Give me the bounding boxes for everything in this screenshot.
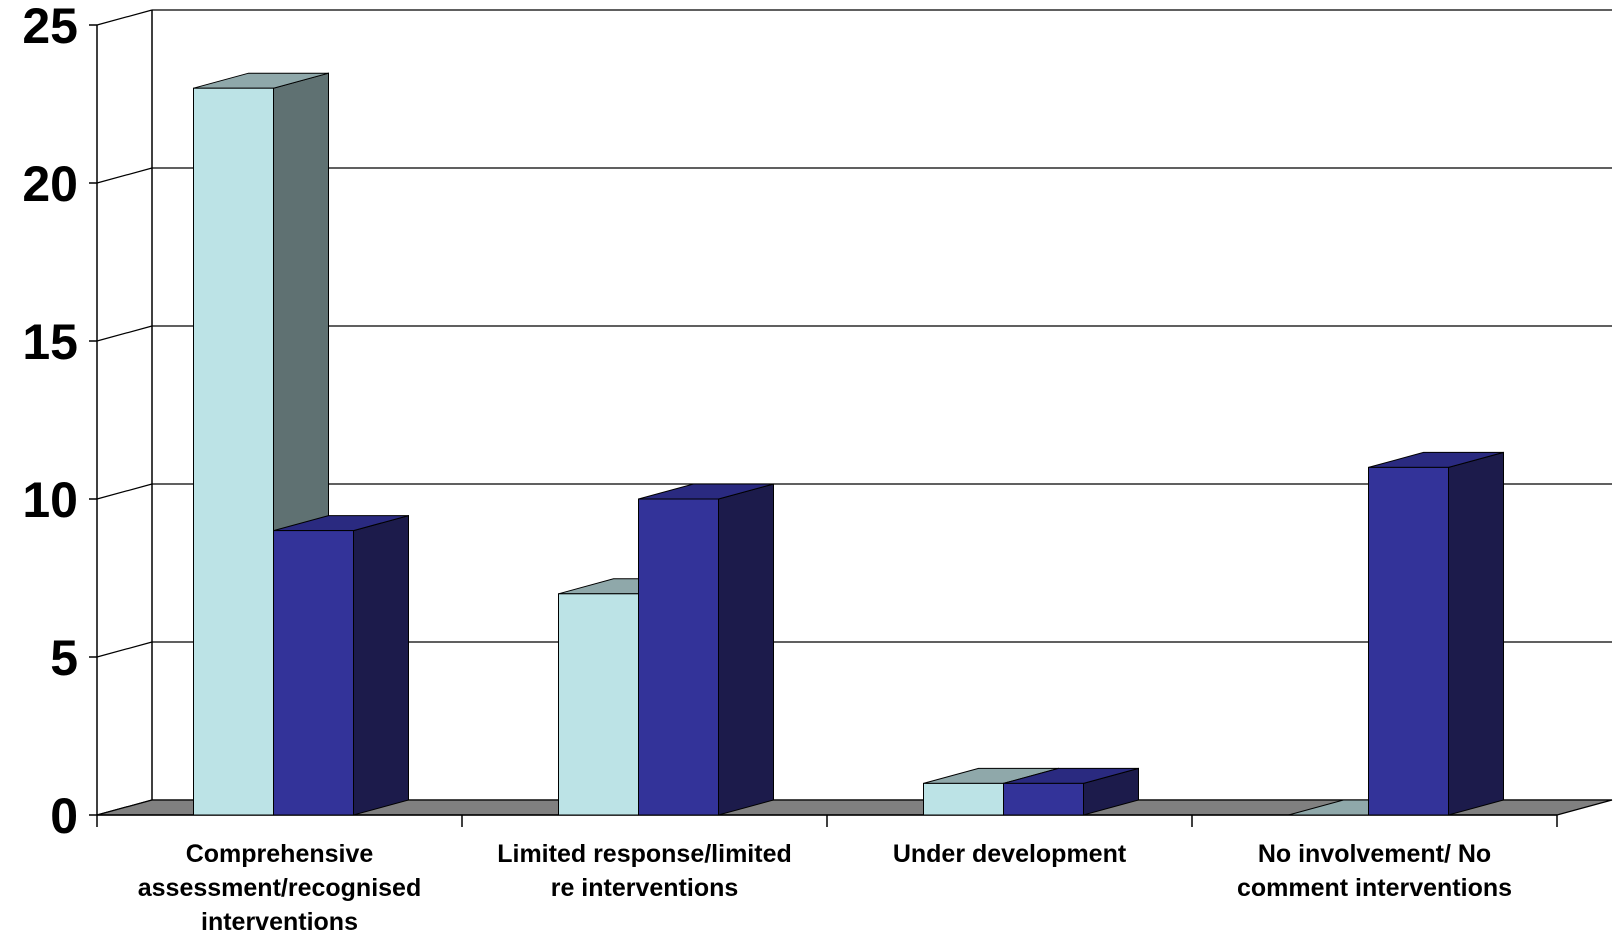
x-category-label-line: interventions <box>201 908 358 934</box>
bar-s2-c4 <box>1368 451 1504 816</box>
bars <box>193 72 1504 816</box>
bar-front-face <box>638 498 719 816</box>
bar-side-face <box>718 483 774 816</box>
bar-s2-c1 <box>273 514 409 816</box>
x-category-label: Under development <box>893 840 1127 868</box>
x-category-label-line: assessment/recognised <box>138 874 421 902</box>
x-category-label: No involvement/ No comment interventions <box>1237 840 1512 902</box>
y-tick-label: 10 <box>22 472 78 528</box>
x-category-label-line: Under development <box>893 840 1127 868</box>
side-wall-line <box>96 483 153 500</box>
bar-front-face <box>558 593 639 816</box>
y-tick-label: 15 <box>22 314 78 370</box>
bar-front-face <box>923 782 1004 816</box>
side-wall-line <box>96 641 153 658</box>
bar-s2-c3 <box>1003 767 1139 816</box>
x-category-label-line: re interventions <box>551 874 739 902</box>
bar-front-face <box>1368 466 1449 816</box>
y-tick-label: 0 <box>50 788 78 844</box>
y-tick-label: 5 <box>50 630 78 686</box>
x-category-label: Comprehensive assessment/recognised interv… <box>138 840 421 934</box>
x-category-label-line: Comprehensive <box>186 840 374 868</box>
x-category-label-line: No involvement/ No <box>1258 840 1491 868</box>
x-category-label-line: Limited response/limited <box>497 840 792 868</box>
side-wall-line <box>96 325 153 342</box>
bar-side-face <box>1448 451 1504 816</box>
x-category-label: Limited response/limited re interventions <box>497 840 792 902</box>
y-tick-label: 25 <box>22 0 78 54</box>
labels: Comprehensive assessment/recognised interv… <box>138 840 1512 934</box>
side-wall-line <box>96 9 153 26</box>
bar-front-face <box>273 530 354 816</box>
y-tick-label: 20 <box>22 156 78 212</box>
bar-s2-c2 <box>638 483 774 816</box>
side-wall-line <box>96 167 153 184</box>
bar-front-face <box>1003 782 1084 816</box>
bar-side-face <box>353 514 409 816</box>
bar-front-face <box>193 87 274 816</box>
x-category-label-line: comment interventions <box>1237 874 1512 902</box>
